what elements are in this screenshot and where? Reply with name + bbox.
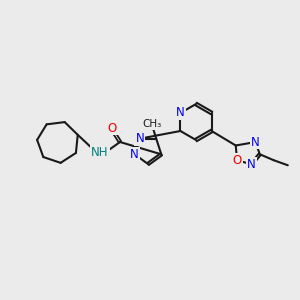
Text: N: N <box>247 158 256 171</box>
Text: O: O <box>107 122 117 134</box>
Text: N: N <box>251 136 260 148</box>
Text: N: N <box>176 106 185 119</box>
Text: CH₃: CH₃ <box>142 119 162 129</box>
Text: N: N <box>130 148 139 161</box>
Text: O: O <box>232 154 242 167</box>
Text: N: N <box>135 132 144 145</box>
Text: NH: NH <box>91 146 109 158</box>
